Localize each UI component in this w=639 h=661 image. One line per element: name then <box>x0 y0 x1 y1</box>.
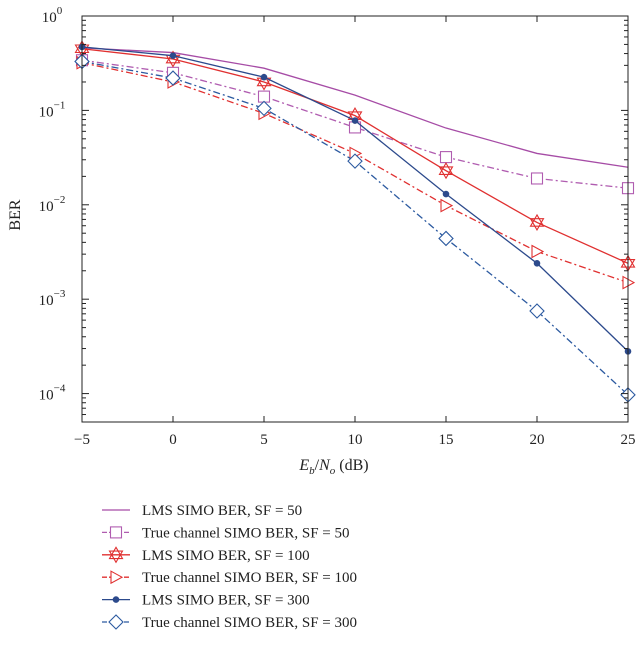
x-axis-label: Eb/No (dB) <box>298 457 368 477</box>
y-tick-base: 10 <box>39 388 54 404</box>
y-tick-exponent: 0 <box>57 5 63 17</box>
y-tick-base: 10 <box>42 10 57 26</box>
data-point <box>351 117 359 124</box>
legend-entry: True channel SIMO BER, SF = 100 <box>102 570 357 586</box>
data-point <box>439 151 453 164</box>
legend-label: True channel SIMO BER, SF = 50 <box>142 525 350 541</box>
series-4 <box>78 43 632 355</box>
data-point <box>442 190 450 198</box>
y-tick-label: 10−3 <box>39 288 66 309</box>
x-tick-label: 10 <box>348 432 363 448</box>
y-axis-label: BER <box>7 199 24 230</box>
data-point-b <box>347 111 363 125</box>
legend-label: LMS SIMO BER, SF = 50 <box>142 503 302 519</box>
y-tick-exponent: −4 <box>54 383 66 395</box>
x-tick-label: 25 <box>621 432 636 448</box>
legend-entry: True channel SIMO BER, SF = 50 <box>102 525 350 541</box>
plot-frame <box>81 15 629 423</box>
y-tick-base: 10 <box>39 104 54 120</box>
data-point <box>438 162 454 175</box>
x-tick-label: 20 <box>530 432 545 448</box>
legend-marker-b <box>108 550 124 564</box>
series-2 <box>74 40 636 272</box>
data-point <box>438 230 454 247</box>
data-point <box>260 73 268 81</box>
y-tick-label: 10−2 <box>39 194 66 215</box>
data-point-b <box>529 218 545 232</box>
data-point <box>530 172 544 185</box>
legend-label: LMS SIMO BER, SF = 100 <box>142 548 310 564</box>
data-point <box>347 153 363 169</box>
data-point <box>440 198 454 213</box>
legend-marker <box>108 614 124 630</box>
x-tick-label: 15 <box>439 432 454 448</box>
data-point <box>256 100 272 117</box>
plot-area <box>74 40 636 403</box>
y-tick-label: 10−1 <box>39 99 66 120</box>
legend-label: LMS SIMO BER, SF = 300 <box>142 593 310 609</box>
y-tick-base: 10 <box>39 199 54 215</box>
legend-marker <box>112 596 120 603</box>
legend-label: True channel SIMO BER, SF = 100 <box>142 570 357 586</box>
legend-label: True channel SIMO BER, SF = 300 <box>142 615 357 631</box>
y-tick-exponent: −3 <box>54 288 66 300</box>
x-tick-label: 0 <box>169 432 177 448</box>
y-tick-label: 100 <box>42 5 63 26</box>
series-3 <box>76 55 636 290</box>
legend-entry: LMS SIMO BER, SF = 300 <box>102 593 310 609</box>
x-tick-label: 5 <box>260 432 268 448</box>
data-point <box>529 303 545 319</box>
data-point <box>256 73 272 87</box>
legend-entry: True channel SIMO BER, SF = 300 <box>102 614 357 631</box>
data-point <box>165 50 181 64</box>
legend-marker <box>109 526 123 539</box>
series-line <box>81 48 629 264</box>
legend: LMS SIMO BER, SF = 50 True channel SIMO B… <box>102 503 357 631</box>
data-point <box>169 52 177 59</box>
series-line <box>81 46 629 352</box>
data-point <box>531 244 545 259</box>
data-point <box>257 90 271 103</box>
legend-entry: LMS SIMO BER, SF = 100 <box>102 546 310 564</box>
data-point <box>165 70 181 86</box>
legend-marker <box>108 546 124 560</box>
legend-entry: LMS SIMO BER, SF = 50 <box>102 503 302 519</box>
x-tick-label: −5 <box>74 432 90 448</box>
y-tick-base: 10 <box>39 293 54 309</box>
legend-marker <box>110 570 124 585</box>
data-point <box>533 259 541 267</box>
y-tick-exponent: −1 <box>54 99 66 111</box>
data-point <box>529 213 545 227</box>
y-tick-exponent: −2 <box>54 194 66 206</box>
y-tick-label: 10−4 <box>39 383 66 404</box>
data-point-b <box>438 166 454 180</box>
